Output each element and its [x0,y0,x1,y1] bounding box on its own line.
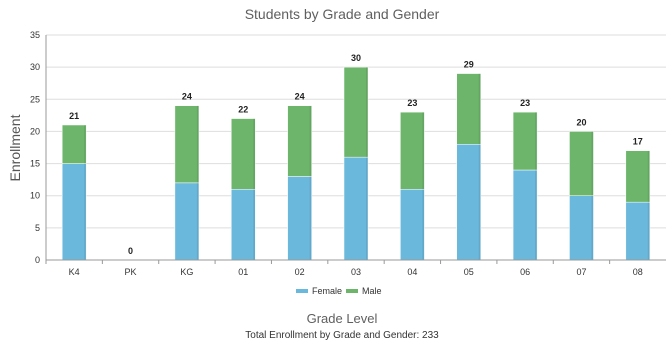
legend-label-female: Female [312,286,342,296]
data-label: 29 [464,60,474,70]
bar-female [512,169,538,261]
bar-shade-female [366,157,368,260]
data-label: 21 [69,111,79,121]
data-label: 24 [182,92,192,102]
x-tick-label: 06 [520,267,530,277]
bar-shade-male [591,131,594,196]
legend-swatch-male [346,289,358,293]
total-enrollment-note: Total Enrollment by Grade and Gender: 23… [245,330,439,341]
bar-shade-male [309,105,312,177]
data-label: 24 [295,92,305,102]
bar-male [61,124,87,164]
bar-male [287,105,312,177]
bar-female [231,189,256,261]
legend-swatch-female [296,289,308,293]
x-tick-label: K4 [69,267,80,277]
y-axis-label: Enrollment [7,114,23,181]
x-tick-label: 02 [295,267,305,277]
bar-female [343,156,369,261]
chart-title: Students by Grade and Gender [245,6,440,22]
bar-male [231,118,256,190]
bar-female [287,176,312,261]
bar-male [625,150,651,203]
data-label: 23 [407,98,417,108]
bar-male [343,66,369,158]
data-label: 30 [351,53,361,63]
x-tick-label: 05 [464,267,474,277]
data-label: 20 [576,117,586,127]
x-tick-label: 07 [576,267,586,277]
bar-shade-female [591,195,594,260]
x-tick-label: 04 [407,267,417,277]
bar-male [174,105,200,184]
bar-male [400,111,425,190]
y-tick-label: 25 [30,94,40,104]
data-labels: 21 0 24 22 24 30 23 29 23 20 17 [69,53,643,256]
bar-shade-female [84,163,87,260]
bar-female [569,195,594,261]
bar-female [61,163,87,261]
bar-shade-female [253,189,256,260]
bar-shade-female [422,189,425,260]
y-tick-label: 20 [30,126,40,136]
y-tick-label: 35 [30,30,40,40]
bar-male [569,131,594,196]
bar-shade-male [535,112,538,170]
x-tick-label: 08 [633,267,643,277]
y-tick-label: 30 [30,62,40,72]
bar-shade-female [196,182,199,260]
bar-shade-male [84,125,87,164]
bar-shade-female [309,176,312,260]
bar-shade-male [478,73,481,145]
bar-male [512,111,538,171]
x-tick-label: 01 [238,267,248,277]
data-label: 22 [238,105,248,115]
legend: Female Male [296,286,382,296]
bar-shade-male [647,150,650,203]
data-label: 0 [128,246,133,256]
y-tick-label: 5 [35,223,40,233]
x-tick-label: KG [180,267,193,277]
bar-shade-male [253,118,256,190]
bar-shade-female [647,202,650,260]
x-axis-label: Grade Level [307,311,378,326]
bar-female [456,144,481,261]
x-tick-label: 03 [351,267,361,277]
data-label: 17 [633,137,643,147]
bar-female [625,201,651,261]
bar-female [400,189,425,261]
data-label: 23 [520,98,530,108]
bar-shade-male [196,105,199,183]
x-tick-label: PK [125,267,137,277]
bars [61,66,651,261]
bar-shade-male [422,112,425,190]
bar-female [174,182,200,261]
bar-shade-male [366,67,368,158]
y-tick-label: 0 [35,255,40,265]
bar-shade-female [535,170,538,260]
bar-male [456,73,481,145]
y-tick-label: 15 [30,159,40,169]
bar-shade-female [478,144,481,260]
y-tick-label: 10 [30,191,40,201]
legend-label-male: Male [362,286,382,296]
